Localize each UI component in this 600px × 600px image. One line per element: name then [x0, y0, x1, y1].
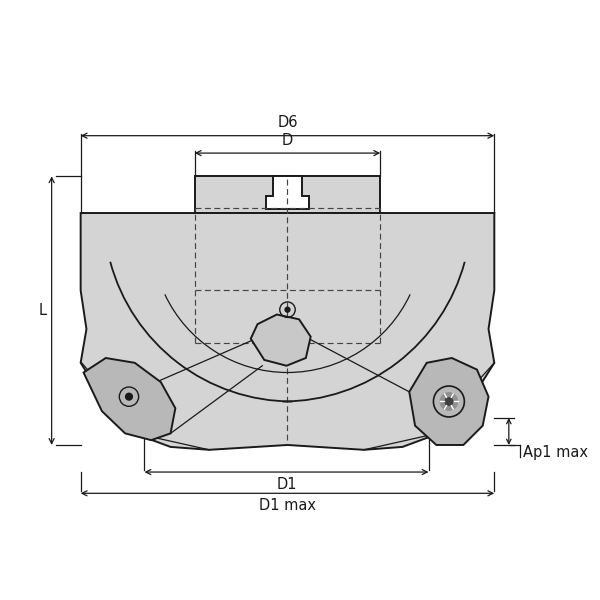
Circle shape: [285, 307, 290, 312]
Text: Ap1 max: Ap1 max: [523, 445, 589, 460]
Text: L: L: [39, 303, 47, 318]
Polygon shape: [409, 358, 488, 445]
Text: D6: D6: [277, 115, 298, 130]
Text: D1: D1: [276, 477, 297, 492]
Circle shape: [440, 393, 458, 410]
Polygon shape: [266, 176, 309, 209]
Circle shape: [445, 398, 453, 406]
Circle shape: [125, 393, 133, 400]
Text: D: D: [282, 133, 293, 148]
Polygon shape: [80, 213, 494, 450]
Polygon shape: [251, 314, 311, 366]
Bar: [194, 176, 380, 213]
Polygon shape: [83, 358, 175, 440]
Text: D1 max: D1 max: [259, 498, 316, 513]
